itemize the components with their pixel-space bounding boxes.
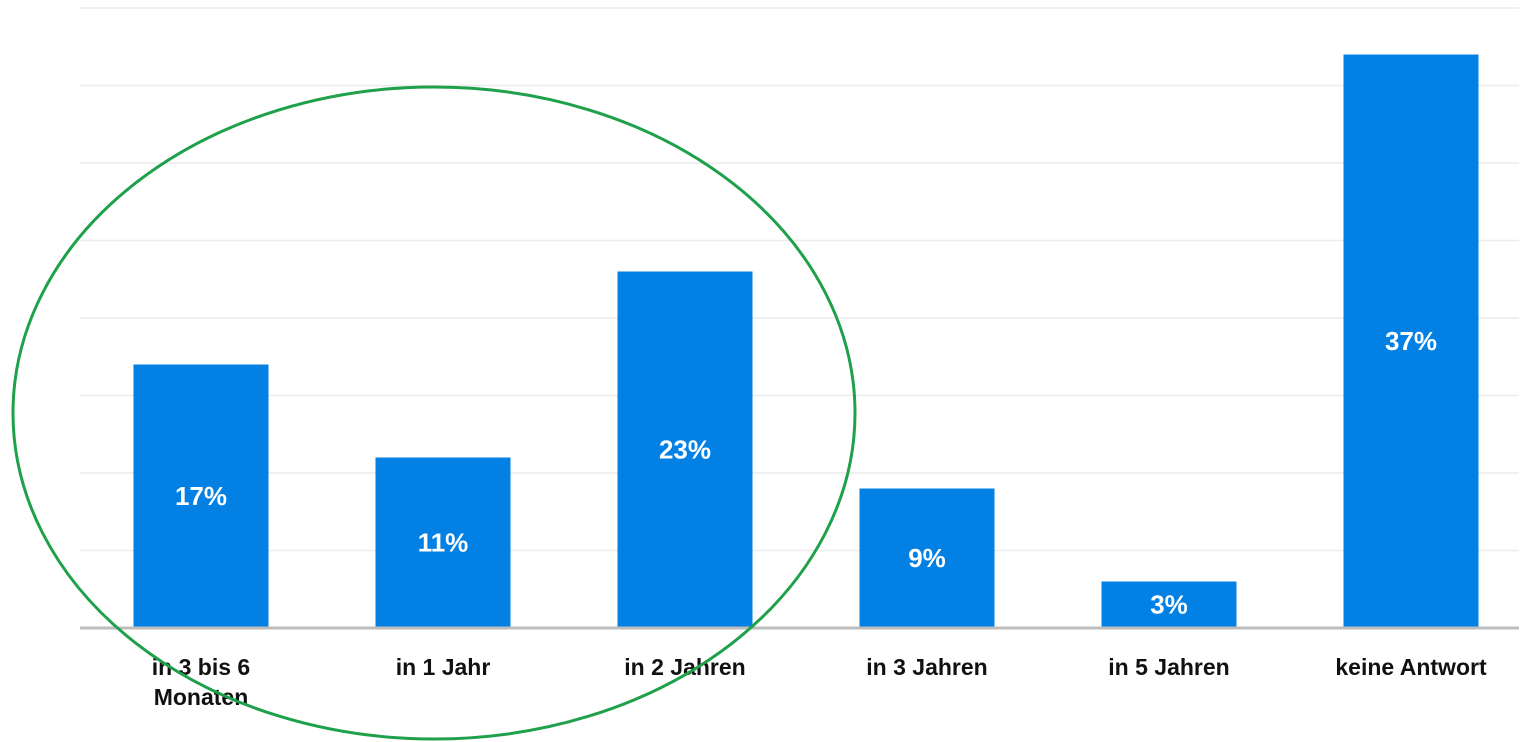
x-tick-label: keine Antwort: [1335, 654, 1487, 680]
value-label: 9%: [908, 543, 946, 573]
value-label: 11%: [418, 528, 469, 558]
value-label: 37%: [1385, 326, 1437, 356]
value-label: 23%: [659, 435, 711, 465]
bar: [859, 488, 995, 628]
bar: [1101, 581, 1237, 628]
x-tick-label: in 3 Jahren: [866, 654, 988, 680]
x-tick-label: in 1 Jahr: [395, 654, 491, 680]
value-label: 3%: [1150, 590, 1188, 620]
x-tick-label: in 3 bis 6 Monaten: [151, 654, 251, 710]
value-label: 17%: [175, 481, 227, 511]
x-tick-label: in 2 Jahren: [624, 654, 746, 680]
bar: [1343, 54, 1479, 628]
x-tick-label: in 5 Jahren: [1108, 654, 1230, 680]
